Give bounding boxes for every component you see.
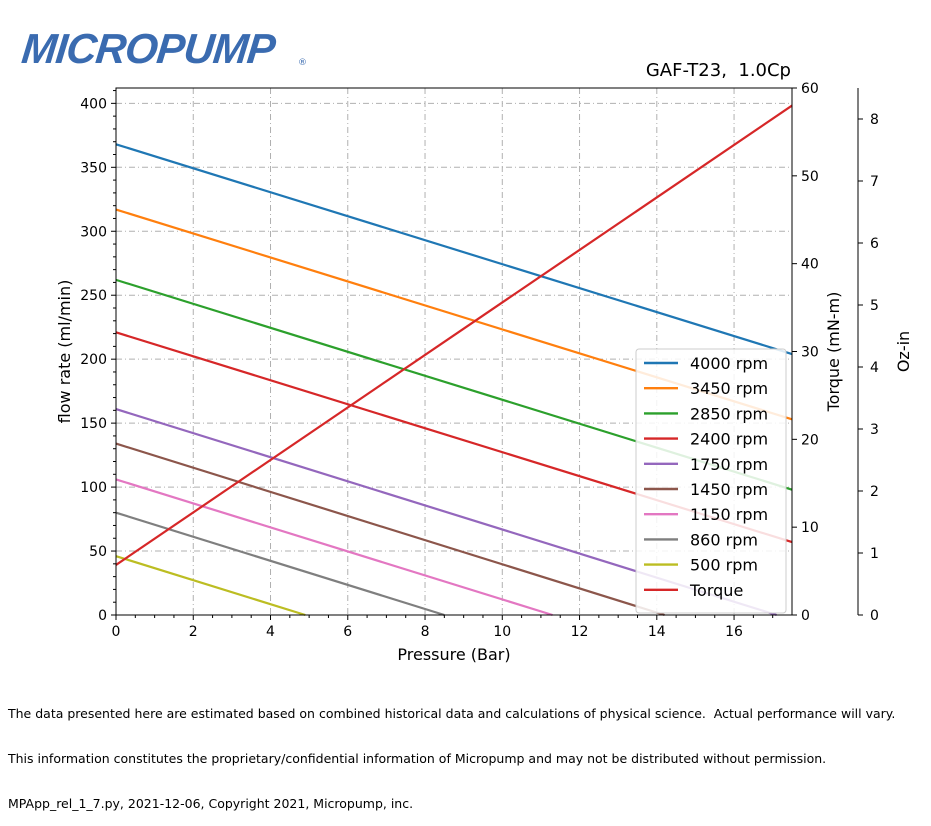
x-tick-label: 8 — [421, 624, 430, 640]
y3-tick-label: 5 — [870, 298, 879, 314]
performance-chart: 0 2 4 6 8 10 12 14 16050100150200250300350400010… — [55, 81, 913, 664]
y-tick-label: 150 — [80, 416, 107, 432]
y3-tick-label: 8 — [870, 112, 879, 128]
legend-label: 2850 rpm — [690, 404, 768, 423]
y-tick-label: 0 — [98, 608, 107, 624]
y3-tick-label: 1 — [870, 546, 879, 562]
y2-axis-label: Torque (mN-m) — [824, 292, 843, 413]
y2-tick-label: 40 — [801, 257, 819, 273]
y3-tick-label: 7 — [870, 174, 879, 190]
y2-tick-label: 30 — [801, 345, 819, 361]
x-tick-label: 10 — [493, 624, 511, 640]
y2-tick-label: 10 — [801, 520, 819, 536]
series-line-500-rpm — [115, 555, 306, 617]
legend-label: 4000 rpm — [690, 354, 768, 373]
y-tick-label: 50 — [89, 544, 107, 560]
footer-line-1: The data presented here are estimated ba… — [8, 706, 896, 721]
y3-axis-label: Oz-in — [894, 331, 913, 372]
footer-line-3: MPApp_rel_1_7.py, 2021-12-06, Copyright … — [8, 796, 414, 811]
x-tick-label: 12 — [571, 624, 589, 640]
y3-tick-label: 4 — [870, 360, 879, 376]
x-axis-label: Pressure (Bar) — [397, 645, 510, 664]
y2-tick-label: 50 — [801, 169, 819, 185]
y-tick-label: 100 — [80, 480, 107, 496]
legend-label: 860 rpm — [690, 530, 758, 549]
series-line-1150-rpm — [115, 478, 553, 617]
series-line-860-rpm — [115, 511, 445, 617]
legend-label: 2400 rpm — [690, 430, 768, 449]
y3-tick-label: 6 — [870, 236, 879, 252]
legend-box — [635, 348, 787, 614]
x-tick-label: 14 — [648, 624, 666, 640]
y2-tick-label: 60 — [801, 81, 819, 97]
x-tick-label: 4 — [266, 624, 275, 640]
y3-tick-label: 0 — [870, 608, 879, 624]
x-tick-label: 2 — [189, 624, 198, 640]
series-line-torque — [115, 104, 793, 566]
legend-label: 1150 rpm — [690, 505, 768, 524]
y-tick-label: 400 — [80, 96, 107, 112]
footer-line-2: This information constitutes the proprie… — [8, 751, 827, 766]
x-tick-label: 16 — [725, 624, 743, 640]
y-tick-label: 250 — [80, 288, 107, 304]
registered-mark: ® — [298, 58, 307, 68]
legend-label: 1450 rpm — [690, 480, 768, 499]
footer-disclaimer: The data presented here are estimated ba… — [8, 676, 895, 826]
y2-tick-label: 0 — [801, 608, 810, 624]
chart-title: GAF-T23, 1.0Cp — [645, 60, 791, 81]
x-tick-label: 6 — [343, 624, 352, 640]
y-tick-label: 200 — [80, 352, 107, 368]
series-line-1450-rpm — [115, 442, 665, 617]
legend-label: 3450 rpm — [690, 379, 768, 398]
y3-tick-label: 2 — [870, 484, 879, 500]
series-line-4000-rpm — [115, 143, 793, 356]
y2-tick-label: 20 — [801, 432, 819, 448]
legend-label: 1750 rpm — [690, 455, 768, 474]
x-tick-label: 0 — [112, 624, 121, 640]
legend-label: Torque — [689, 581, 743, 600]
y3-tick-label: 3 — [870, 422, 879, 438]
legend-label: 500 rpm — [690, 556, 758, 575]
y-tick-label: 300 — [80, 224, 107, 240]
y-axis-label: flow rate (ml/min) — [55, 280, 74, 424]
y-tick-label: 350 — [80, 160, 107, 176]
